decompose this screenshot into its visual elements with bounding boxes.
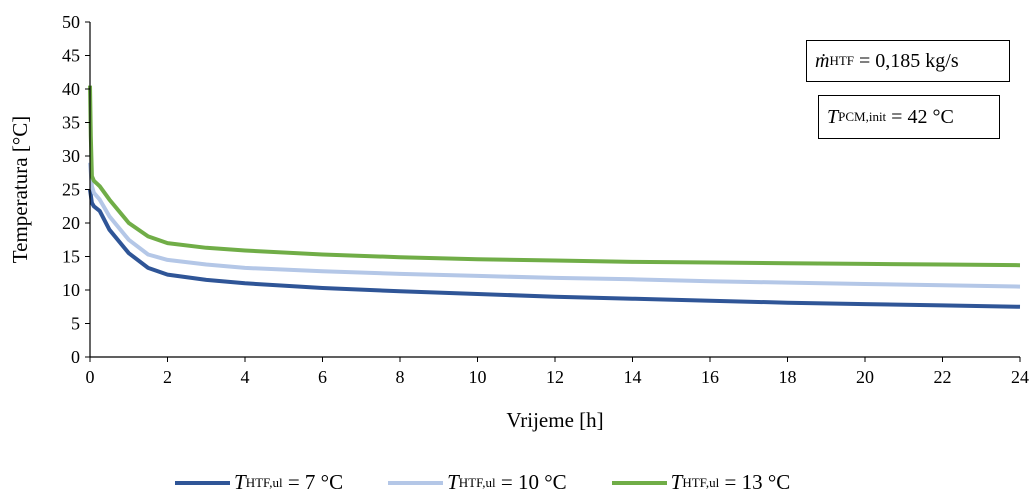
x-tick-label: 6 [318,367,327,387]
series-line-1 [88,189,1021,309]
y-tick-label: 40 [62,79,80,99]
x-tick-label: 4 [241,367,250,387]
legend: T HTF,ul = 7 °C T HTF,ul = 10 °C T HTF,u… [175,470,790,495]
y-tick-label: 50 [62,12,80,32]
initial-temperature-subscript: PCM,init [838,109,887,124]
x-tick-label: 12 [546,367,564,387]
x-axis-title: Vrijeme [h] [506,408,603,432]
legend-symbol: T [447,470,459,494]
x-tick-label: 20 [856,367,874,387]
x-axis-ticks: 0 2 4 6 8 10 12 14 16 18 20 22 24 [86,357,1029,387]
y-axis-ticks: 0 5 10 15 20 25 30 35 40 45 50 [62,12,90,367]
mass-flow-subscript: HTF [829,53,855,68]
mass-flow-annotation: ṁ HTF = 0,185 kg/s [806,40,1010,82]
y-tick-label: 15 [62,247,80,267]
y-tick-label: 5 [71,314,80,334]
legend-value: = 13 °C [719,470,791,494]
x-tick-label: 18 [779,367,797,387]
legend-subscript: HTF,ul [682,474,720,490]
legend-item-7c: T HTF,ul = 7 °C [175,470,343,495]
legend-symbol: T [234,470,246,494]
mass-flow-symbol: ṁ [815,49,830,72]
plot-series-group [88,85,1021,309]
y-tick-label: 20 [62,213,80,233]
x-tick-label: 0 [86,367,95,387]
x-tick-label: 16 [701,367,719,387]
legend-swatch-10c [388,480,444,485]
y-tick-label: 0 [71,347,80,367]
legend-symbol: T [670,470,683,494]
legend-subscript: HTF,ul [458,474,496,490]
series-line-3 [88,85,1021,268]
legend-value: = 7 °C [282,470,344,494]
x-tick-label: 14 [624,367,642,387]
legend-value: = 10 °C [495,470,567,494]
legend-item-10c: T HTF,ul = 10 °C [388,470,567,495]
legend-swatch-7c [175,480,230,485]
initial-temperature-annotation: T PCM,init = 42 °C [818,95,1000,139]
x-tick-label: 8 [396,367,405,387]
legend-swatch-13c [611,480,667,485]
initial-temperature-value: = 42 °C [886,105,954,128]
legend-subscript: HTF,ul [245,474,283,490]
legend-item-13c: T HTF,ul = 13 °C [611,470,791,495]
x-tick-label: 2 [163,367,172,387]
initial-temperature-symbol: T [827,105,839,128]
x-tick-label: 24 [1011,367,1029,387]
y-tick-label: 35 [62,113,80,133]
x-tick-label: 10 [469,367,487,387]
y-tick-label: 25 [62,180,80,200]
y-tick-label: 10 [62,280,80,300]
mass-flow-value: = 0,185 kg/s [854,49,959,72]
y-tick-label: 30 [62,146,80,166]
series-line-2 [88,162,1021,289]
x-tick-label: 22 [934,367,952,387]
y-axis-title: Temperatura [°C] [8,116,32,263]
y-tick-label: 45 [62,46,80,66]
